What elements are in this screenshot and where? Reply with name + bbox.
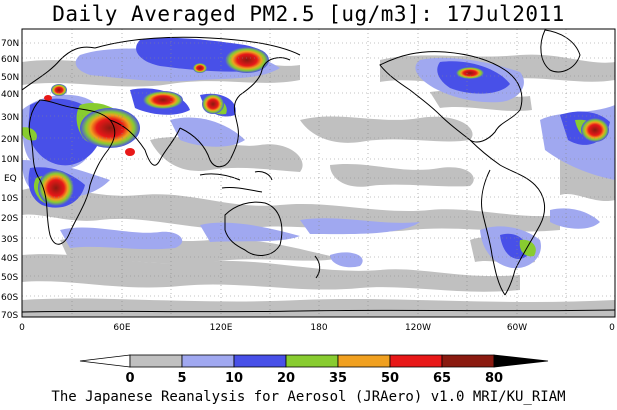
colorbar-swatch — [285, 354, 339, 368]
coastlines — [22, 29, 615, 313]
colorbar-swatch — [441, 354, 495, 368]
lon-label: 60W — [507, 323, 527, 333]
lat-label: 70N — [1, 39, 19, 49]
colorbar-swatch — [181, 354, 235, 368]
lon-label: 0 — [19, 323, 25, 333]
pm25-field — [22, 29, 615, 317]
colorbar-swatch — [337, 354, 391, 368]
lat-label: EQ — [4, 174, 17, 184]
latitude-labels: 70N 60N 50N 40N 30N 20N 10N EQ 10S 20S 3… — [1, 39, 19, 321]
lat-label: 30N — [1, 113, 19, 123]
colorbar-tick-label: 65 — [433, 371, 451, 386]
colorbar-tick-label: 80 — [485, 371, 503, 386]
lat-label: 10N — [1, 155, 19, 165]
lon-label: 120E — [210, 323, 233, 333]
lat-label: 60N — [1, 55, 19, 65]
lat-label: 60S — [1, 293, 18, 303]
lat-label: 50N — [1, 73, 19, 83]
colorbar-tick-label: 10 — [225, 371, 243, 386]
map-frame — [21, 28, 616, 318]
lon-label: 180 — [310, 323, 327, 333]
colorbar-tick-label: 20 — [277, 371, 295, 386]
map-title: Daily Averaged PM2.5 [ug/m3]: 17Jul2011 — [52, 2, 565, 26]
lon-label: 120W — [405, 323, 431, 333]
lat-label: 70S — [1, 311, 18, 321]
graticule — [22, 29, 615, 317]
colorbar-tick-label: 50 — [381, 371, 399, 386]
lat-label: 30S — [1, 235, 18, 245]
colorbar: 0 5 10 20 35 50 65 80 — [79, 354, 549, 386]
lon-label: 60E — [113, 323, 130, 333]
colorbar-swatch — [233, 354, 287, 368]
colorbar-tick-label: 35 — [329, 371, 347, 386]
lat-label: 50S — [1, 273, 18, 283]
colorbar-swatch — [79, 354, 131, 368]
attribution-footer: The Japanese Reanalysis for Aerosol (JRA… — [51, 389, 566, 405]
lat-label: 40S — [1, 254, 18, 264]
lat-label: 20N — [1, 135, 19, 145]
colorbar-swatch — [493, 354, 549, 368]
colorbar-swatch — [129, 354, 183, 368]
colorbar-swatch — [389, 354, 443, 368]
lat-label: 40N — [1, 90, 19, 100]
longitude-labels: 0 60E 120E 180 120W 60W 0 — [19, 323, 615, 333]
lon-label: 0 — [609, 323, 615, 333]
lat-label: 10S — [1, 194, 18, 204]
colorbar-tick-label: 0 — [125, 371, 134, 386]
colorbar-tick-label: 5 — [177, 371, 186, 386]
lat-label: 20S — [1, 214, 18, 224]
